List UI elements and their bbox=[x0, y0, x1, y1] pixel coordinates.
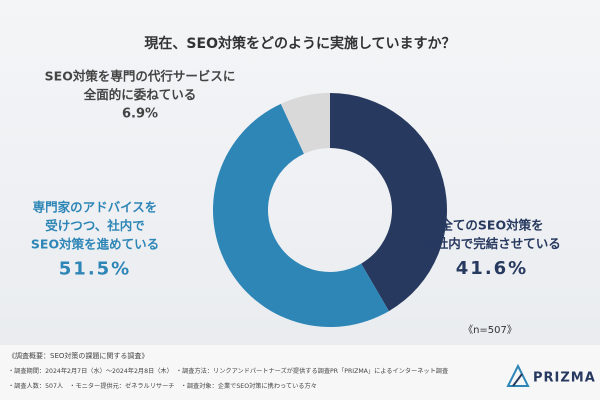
donut-segment bbox=[330, 93, 448, 312]
chart-title: 現在、SEO対策をどのように実施していますか？ bbox=[144, 35, 455, 52]
category-label: 自社内で完結させている bbox=[423, 236, 561, 251]
sample-note: 《n=507》 bbox=[463, 324, 517, 336]
value-label: 6.9% bbox=[122, 107, 158, 122]
category-label: 専門家のアドバイスを bbox=[33, 200, 158, 215]
value-label: 51.5% bbox=[59, 259, 131, 280]
category-label: SEO対策を専門の代行サービスに bbox=[45, 69, 236, 84]
value-label: 41.6% bbox=[456, 258, 528, 279]
logo-text: PRIZMA bbox=[533, 371, 596, 386]
footer-panel bbox=[0, 345, 600, 400]
category-label: 全面的に委ねている bbox=[83, 87, 197, 102]
category-label: 受けつつ、社内で bbox=[45, 218, 145, 233]
category-label: 全てのSEO対策を bbox=[439, 218, 543, 233]
category-label: SEO対策を進めている bbox=[31, 237, 159, 252]
footer-line: ・調査期間：2024年2月7日（水）〜2024年2月8日（木） ・調査方法：リン… bbox=[8, 367, 448, 375]
logo-icon bbox=[506, 363, 530, 387]
footer-line: ・調査人数：507人 ・モニター提供元：ゼネラルリサーチ ・調査対象：企業でSE… bbox=[8, 382, 317, 390]
donut-segment bbox=[280, 93, 330, 154]
footer-heading: 《調査概要：SEO対策の課題に関する調査》 bbox=[8, 351, 148, 360]
donut-segment bbox=[213, 103, 389, 328]
